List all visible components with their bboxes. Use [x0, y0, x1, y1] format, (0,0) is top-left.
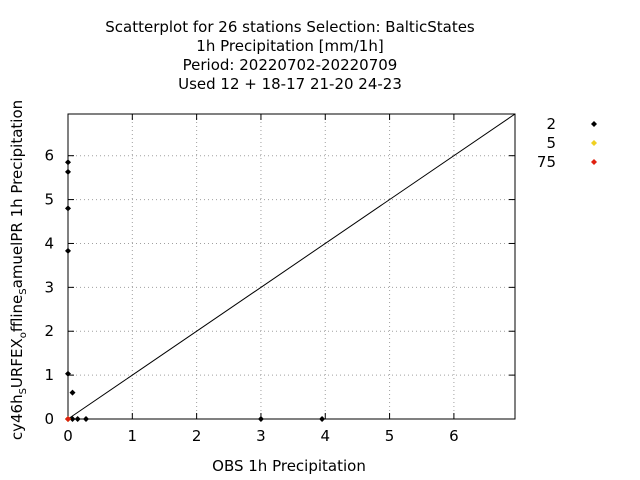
y-tick-label: 1: [44, 366, 54, 384]
y-tick-label: 2: [44, 322, 54, 340]
y-tick-label: 5: [44, 191, 54, 209]
y-label-part-3: URFEX: [8, 338, 26, 388]
grid-lines: [68, 114, 515, 419]
legend-label: 5: [546, 134, 556, 152]
x-tick-label: 3: [256, 427, 266, 445]
data-point-series-2: [69, 389, 76, 396]
title-line-4: Used 12 + 18-17 21-20 24-23: [178, 75, 402, 93]
y-tick-label: 4: [44, 234, 54, 252]
legend-label: 2: [546, 115, 556, 133]
y-tick-label: 6: [44, 147, 54, 165]
data-points: [65, 159, 326, 422]
data-point-series-2: [69, 416, 76, 422]
title-line-2: 1h Precipitation [mm/1h]: [196, 37, 383, 55]
y-label-part-4: o: [18, 332, 29, 338]
chart-title: Scatterplot for 26 stations Selection: B…: [105, 18, 475, 93]
y-axis-label: cy46hSURFEXofflineSamuelPR 1h Precipitat…: [8, 100, 29, 440]
legend-marker: [591, 159, 597, 165]
legend-label: 75: [537, 153, 556, 171]
data-point-series-2: [74, 416, 81, 422]
x-tick-label: 4: [320, 427, 330, 445]
x-tick-label: 5: [385, 427, 395, 445]
x-tick-label: 6: [449, 427, 459, 445]
data-point-series-2: [65, 168, 71, 175]
axis-ticks: 0 1 2 3 4 5 6 0 1 2 3 4 5 6: [44, 114, 515, 445]
data-point-series-2: [319, 416, 326, 422]
data-point-series-2: [65, 247, 71, 254]
y-label-part-2: S: [18, 388, 29, 394]
data-point-series-2: [65, 159, 71, 166]
data-point-series-2: [65, 370, 71, 377]
data-point-series-2: [257, 416, 264, 422]
y-label-part-5: ffline: [8, 295, 26, 332]
title-line-3: Period: 20220702-20220709: [183, 56, 398, 74]
title-line-1: Scatterplot for 26 stations Selection: B…: [105, 18, 475, 36]
data-point-series-75: [65, 416, 71, 422]
data-point-series-2: [83, 416, 90, 422]
legend-marker: [591, 140, 597, 146]
x-tick-label: 0: [63, 427, 73, 445]
y-label-part-7: amuelPR 1h Precipitation: [8, 100, 26, 289]
x-axis-label: OBS 1h Precipitation: [212, 457, 366, 475]
y-label-part-1: cy46h: [8, 394, 26, 440]
y-label-part-6: S: [18, 288, 29, 294]
y-tick-label: 0: [44, 410, 54, 428]
legend-marker: [591, 121, 597, 127]
plot-frame: [67, 113, 516, 420]
data-point-series-2: [65, 205, 71, 212]
x-tick-label: 2: [192, 427, 202, 445]
y-tick-label: 3: [44, 278, 54, 296]
diagonal-line: [67, 113, 516, 420]
x-tick-label: 1: [128, 427, 138, 445]
